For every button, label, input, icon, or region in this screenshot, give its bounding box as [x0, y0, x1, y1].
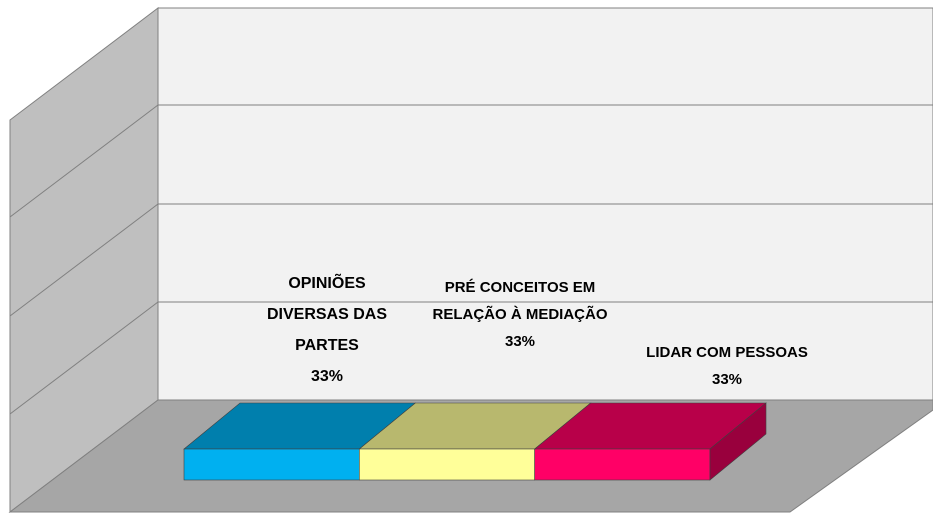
legend-label: OPINIÕES DIVERSAS DAS PARTES: [266, 275, 388, 354]
data-label: PRÉ CONCEITOS EM RELAÇÃO À MEDIAÇÃO 33%: [431, 274, 609, 355]
wall-line: [9, 301, 159, 415]
data-label: LIDAR COM PESSOAS 33%: [607, 339, 847, 393]
bar-side: [709, 402, 767, 481]
value-label: 33%: [310, 368, 344, 385]
bar: [359, 448, 535, 481]
wall-line: [9, 203, 159, 317]
legend-label: PRÉ CONCEITOS EM RELAÇÃO À MEDIAÇÃO: [432, 279, 608, 323]
data-label: OPINIÕES DIVERSAS DAS PARTES 33%: [247, 268, 407, 392]
value-label: 33%: [711, 371, 743, 388]
value-label: 33%: [504, 333, 536, 350]
bar: [183, 448, 360, 481]
walls-grid: [9, 104, 933, 415]
bar: [534, 448, 711, 481]
wall-line: [9, 104, 159, 218]
legend-label: LIDAR COM PESSOAS: [646, 344, 808, 361]
